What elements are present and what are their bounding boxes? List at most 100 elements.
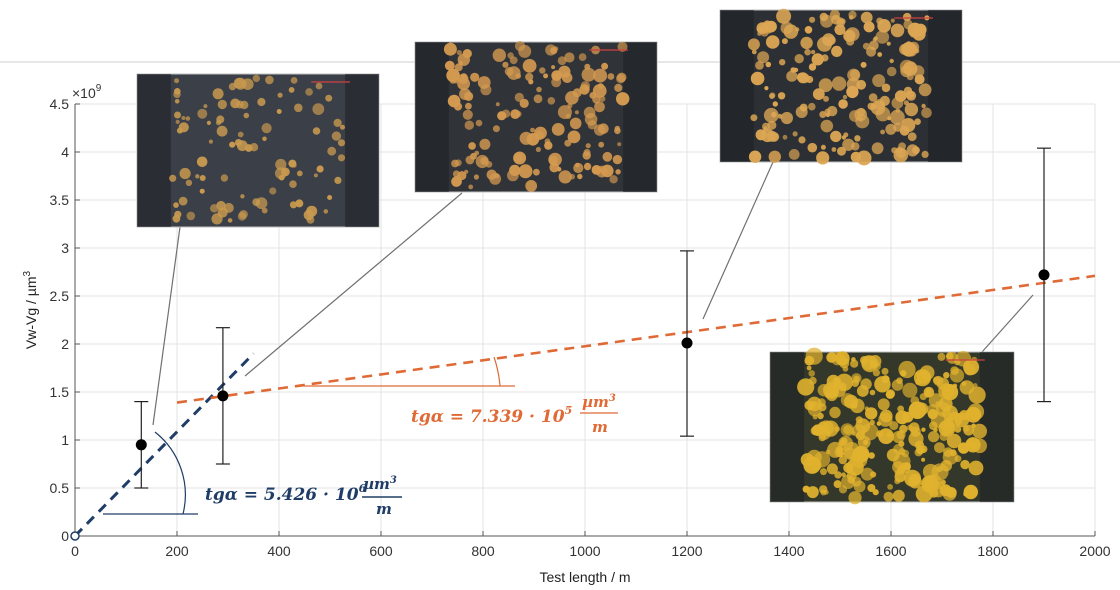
inset-particle <box>821 54 829 62</box>
inset-particle <box>535 146 542 153</box>
inset-particle <box>316 165 324 173</box>
inset-particle <box>261 207 268 214</box>
inset-particle <box>812 429 818 435</box>
inset-particle <box>536 86 542 93</box>
inset-connector-4 <box>981 294 1034 353</box>
inset-particle <box>965 437 981 453</box>
inset-particle <box>453 102 463 111</box>
inset-particle <box>543 73 549 79</box>
inset-particle <box>800 36 813 50</box>
micrograph-inset-3 <box>719 8 963 166</box>
inset-particle <box>464 120 474 130</box>
inset-particle <box>185 116 191 121</box>
inset-particle <box>514 92 524 102</box>
inset-particle <box>820 468 827 476</box>
inset-particle <box>842 94 848 100</box>
inset-particle <box>886 41 891 46</box>
y-tick-label: 3 <box>61 240 69 256</box>
inset-particle <box>897 405 905 413</box>
inset-particle <box>240 100 249 110</box>
data-point <box>1038 269 1050 281</box>
data-points <box>70 269 1050 541</box>
inset-particle <box>444 60 455 71</box>
inset-particle <box>479 138 491 150</box>
micrograph-insets <box>136 8 1015 505</box>
micrograph-inset-2 <box>414 40 658 193</box>
inset-particle <box>583 106 596 119</box>
inset-particle <box>172 214 181 223</box>
inset-particle <box>843 29 856 42</box>
inset-particle <box>525 180 538 192</box>
inset-particle <box>534 126 547 140</box>
inset-particle <box>804 355 815 366</box>
inset-particle <box>945 487 957 498</box>
inset-particle <box>530 127 535 133</box>
inset-particle <box>930 411 948 429</box>
inset-particle <box>881 375 890 384</box>
inset-particle <box>890 18 895 23</box>
inset-particle <box>851 379 859 388</box>
inset-particle <box>881 367 889 375</box>
inset-particle <box>255 197 268 210</box>
inset-particle <box>817 421 829 433</box>
inset-particle <box>567 103 573 109</box>
inset-particle <box>900 65 913 78</box>
inset-particle <box>582 151 591 160</box>
inset-particle <box>558 170 572 184</box>
inset-particle <box>894 471 906 483</box>
inset-particle <box>470 72 480 82</box>
fit2-angle-arc <box>493 356 501 387</box>
inset-particle <box>602 151 613 162</box>
inset-particle <box>851 357 856 362</box>
inset-particle <box>583 162 592 171</box>
inset-particle <box>943 372 950 379</box>
inset-particle <box>334 176 342 184</box>
inset-particle <box>564 52 575 63</box>
fit1-equation: tgα = 5.426 · 106 µm3 m <box>205 475 402 518</box>
inset-particle <box>175 119 180 124</box>
inset-particle <box>820 144 826 150</box>
inset-particle <box>525 72 534 82</box>
inset-particle <box>227 218 233 223</box>
inset-particle <box>846 85 859 99</box>
inset-particle <box>883 491 894 502</box>
inset-particle <box>513 151 527 165</box>
inset-particle <box>210 204 219 213</box>
inset-particle <box>289 201 298 209</box>
x-tick-label: 1800 <box>977 543 1008 559</box>
x-axis-label: Test length / m <box>539 569 630 585</box>
inset-particle <box>593 68 608 83</box>
inset-particle <box>972 383 978 388</box>
inset-particle <box>814 451 831 468</box>
inset-particle <box>952 383 958 389</box>
inset-particle <box>779 59 786 66</box>
inset-particle <box>877 398 890 411</box>
inset-particle <box>946 433 962 449</box>
inset-particle <box>769 93 775 99</box>
inset-particle <box>889 109 905 125</box>
inset-particle <box>233 77 245 89</box>
inset-particle <box>891 147 898 154</box>
inset-particle <box>518 164 533 179</box>
inset-particle <box>474 150 480 156</box>
inset-particle <box>869 389 876 396</box>
inset-particle <box>454 63 463 72</box>
inset-particle <box>921 107 932 119</box>
inset-particle <box>443 42 457 56</box>
inset-particle <box>772 101 778 107</box>
inset-particle <box>609 175 618 184</box>
inset-particle <box>875 30 890 44</box>
inset-particle <box>862 439 869 445</box>
inset-particle <box>867 484 876 492</box>
inset-particle <box>199 188 205 194</box>
inset-particle <box>889 58 894 64</box>
inset-particle <box>614 125 620 132</box>
inset-particle <box>551 77 562 88</box>
inset-particle <box>616 72 627 83</box>
inset-particle <box>257 97 266 107</box>
data-point <box>135 439 147 451</box>
inset-particle <box>616 92 630 106</box>
inset-particle <box>451 176 462 187</box>
inset-particle <box>755 61 764 70</box>
inset-particle <box>777 113 783 119</box>
